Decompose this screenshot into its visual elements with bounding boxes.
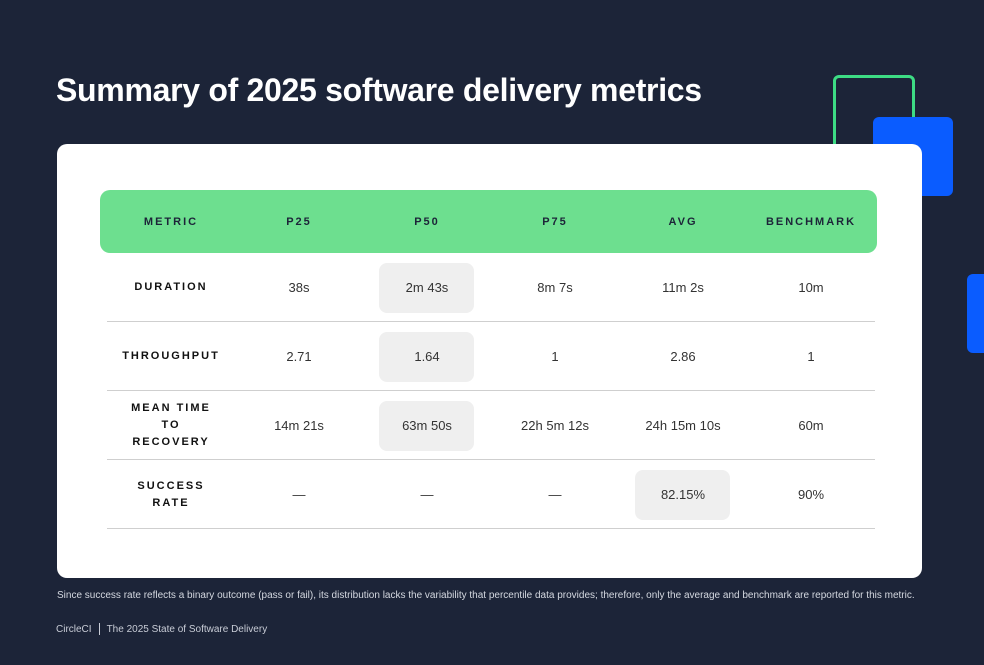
column-header: AVG (668, 215, 698, 228)
footnote: Since success rate reflects a binary out… (57, 590, 915, 601)
column-header: P75 (542, 215, 568, 228)
decor-bar (967, 274, 984, 353)
row-divider (107, 459, 875, 460)
table-cell: 1.64 (414, 349, 440, 364)
table-cell: 11m 2s (662, 280, 704, 295)
brand: CircleCI (56, 623, 92, 635)
table-cell: 2m 43s (405, 280, 449, 295)
table-cell: 63m 50s (402, 418, 452, 433)
table-cell: — (292, 487, 306, 502)
cell-highlight (635, 470, 730, 520)
table-cell: 10m (798, 280, 824, 295)
row-divider (107, 528, 875, 529)
table-cell: 2.71 (286, 349, 312, 364)
column-header: P50 (414, 215, 440, 228)
table-cell: 1 (551, 349, 559, 364)
cell-highlight (379, 332, 474, 382)
title: Summary of 2025 software delivery metric… (56, 72, 702, 108)
table-cell: 38s (288, 280, 310, 295)
row-divider (107, 321, 875, 322)
table-cell: — (420, 487, 434, 502)
table-cell: 1 (807, 349, 815, 364)
table-cell: 90% (797, 487, 825, 502)
separator (98, 623, 100, 635)
table-cell: 82.15% (660, 487, 706, 502)
cell-highlight (379, 401, 474, 451)
column-header: P25 (286, 215, 312, 228)
table-header (100, 190, 877, 253)
table-cell: 2.86 (670, 349, 696, 364)
table-cell: 8m 7s (537, 280, 573, 295)
footer: CircleCI The 2025 State of Software Deli… (56, 623, 267, 635)
column-header: BENCHMARK (765, 215, 857, 228)
row-label: MEAN TIME TO RECOVERY (131, 402, 211, 448)
publication: The 2025 State of Software Delivery (106, 623, 268, 635)
table-cell: 22h 5m 12s (521, 418, 589, 433)
table-cell: 14m 21s (274, 418, 324, 433)
row-label: SUCCESS RATE (137, 479, 205, 509)
column-header: METRIC (143, 215, 199, 228)
row-label: DURATION (134, 281, 208, 293)
row-label: THROUGHPUT (122, 350, 220, 362)
cell-highlight (379, 263, 474, 313)
table-cell: — (548, 487, 562, 502)
table-cell: 60m (798, 418, 824, 433)
row-divider (107, 390, 875, 391)
table-cell: 24h 15m 10s (645, 418, 721, 433)
